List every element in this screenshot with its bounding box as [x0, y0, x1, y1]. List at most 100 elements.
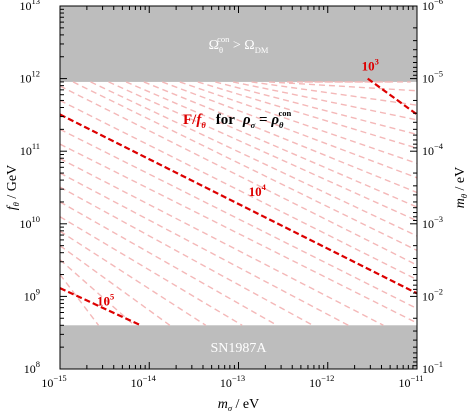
y-right-tick-exp: −2 [434, 286, 443, 296]
highlighted-contour-lines [59, 77, 418, 327]
contour-label-exp: 4 [262, 182, 267, 192]
y-right-label-sub: θ [459, 194, 469, 198]
x-axis-label-sub: σ [228, 403, 233, 413]
plot-frame [59, 5, 418, 370]
x-tick-label: 10−14 [131, 373, 157, 390]
contour-label-base: 10 [97, 293, 110, 308]
legend-for: for [216, 112, 235, 128]
legend-rho2-sup: con [278, 108, 291, 118]
axis-ticks: 10−15 10−14 10−13 10−12 10−11101310121011101… [20, 0, 444, 390]
y-left-tick-exp: 11 [32, 141, 40, 151]
omega-sub: θ [219, 45, 223, 55]
y-left-tick-base: 10 [24, 289, 36, 303]
faint-contour-line [108, 81, 418, 222]
y-left-tick-exp: 13 [32, 0, 41, 6]
x-tick-exp: −13 [232, 373, 245, 383]
y-left-label-sub: θ [11, 202, 21, 206]
faint-contour-line [59, 259, 135, 326]
y-left-label-main: f [5, 204, 20, 210]
x-tick-exp: −14 [143, 373, 157, 383]
x-tick-label: 10−15 [41, 373, 66, 390]
x-tick-base: 10 [309, 376, 321, 390]
contour-label-1e4: 104 [249, 182, 267, 199]
x-tick-base: 10 [399, 376, 411, 390]
y-left-tick-exp: 12 [32, 69, 41, 79]
y-left-tick-label: 109 [24, 286, 40, 303]
y-right-tick-label: 10−3 [422, 214, 443, 231]
x-tick-exp: −11 [411, 373, 424, 383]
y-right-label-unit: / eV [453, 167, 468, 194]
y-axis-left-label: fθ / GeV [5, 165, 21, 210]
y-right-tick-label: 10−6 [422, 0, 443, 13]
x-axis-label-unit: / eV [232, 397, 259, 412]
faint-contour-line [269, 81, 418, 92]
y-left-tick-label: 1010 [20, 214, 41, 231]
faint-contour-line [125, 81, 418, 208]
legend-ratio: F/ [183, 112, 197, 128]
faint-contour-line [59, 201, 278, 326]
faint-contour-line [59, 85, 418, 266]
y-left-tick-exp: 8 [36, 359, 40, 369]
faint-contour-line [59, 158, 384, 326]
y-right-tick-exp: −5 [434, 69, 443, 79]
faint-contour-line [232, 81, 418, 121]
x-axis-label: mσ / eV [218, 397, 260, 413]
contour-label-base: 10 [362, 58, 375, 73]
faint-contour-lines [59, 81, 418, 326]
y-left-tick-exp: 10 [32, 214, 41, 224]
y-right-tick-base: 10 [422, 144, 434, 158]
y-right-tick-label: 10−5 [422, 69, 443, 86]
legend-eq: = [255, 112, 271, 128]
y-right-tick-exp: −4 [434, 141, 444, 151]
faint-contour-line [90, 81, 418, 237]
x-tick-label: 10−13 [220, 373, 245, 390]
x-tick-exp: −12 [321, 373, 334, 383]
y-right-tick-base: 10 [422, 0, 434, 13]
contour-label-1e5: 105 [97, 291, 114, 308]
x-tick-label: 10−12 [309, 373, 334, 390]
region-sn1987a [60, 325, 417, 369]
y-right-tick-base: 10 [422, 289, 434, 303]
faint-contour-line [143, 81, 418, 194]
x-tick-base: 10 [220, 376, 232, 390]
legend-rho2-sub: θ [279, 120, 284, 130]
contour-line-1e5 [59, 287, 142, 327]
legend-rho2: ρ [270, 112, 279, 128]
y-right-tick-exp: −1 [434, 359, 443, 369]
faint-contour-line [162, 81, 418, 179]
faint-contour-line [251, 81, 418, 106]
y-right-tick-exp: −6 [434, 0, 443, 6]
contour-label-base: 10 [249, 184, 262, 199]
y-axis-right-label: mθ / eV [453, 167, 469, 209]
legend-rho-sub: σ [251, 120, 256, 130]
y-left-tick-base: 10 [24, 362, 36, 376]
y-right-tick-label: 10−1 [422, 359, 443, 376]
faint-contour-line [59, 186, 314, 326]
omega-gt: > Ω [229, 38, 254, 53]
faint-contour-line [59, 230, 207, 326]
faint-contour-line [215, 81, 418, 136]
faint-contour-line [72, 81, 418, 252]
faint-contour-line [59, 172, 349, 326]
faint-contour-line [59, 245, 171, 326]
y-right-tick-base: 10 [422, 362, 434, 376]
legend-ratio-f: f [196, 112, 203, 128]
omega-dm-sub: DM [255, 45, 269, 55]
x-tick-base: 10 [131, 376, 143, 390]
faint-contour-line [59, 128, 418, 310]
faint-contour-line [59, 216, 243, 326]
omega-sup: con [217, 34, 230, 44]
omega-symbol: Ω [209, 38, 219, 53]
y-right-tick-label: 10−2 [422, 286, 443, 303]
contour-label-exp: 3 [375, 56, 379, 66]
y-left-tick-label: 1012 [20, 69, 41, 86]
y-left-tick-label: 1011 [20, 141, 40, 158]
legend-ratio-sub: θ [201, 120, 206, 130]
x-tick-label: 10−11 [399, 373, 424, 390]
y-right-tick-label: 10−4 [422, 141, 444, 158]
faint-contour-line [59, 99, 418, 281]
x-tick-base: 10 [41, 376, 53, 390]
contour-line-1e4 [59, 113, 418, 295]
